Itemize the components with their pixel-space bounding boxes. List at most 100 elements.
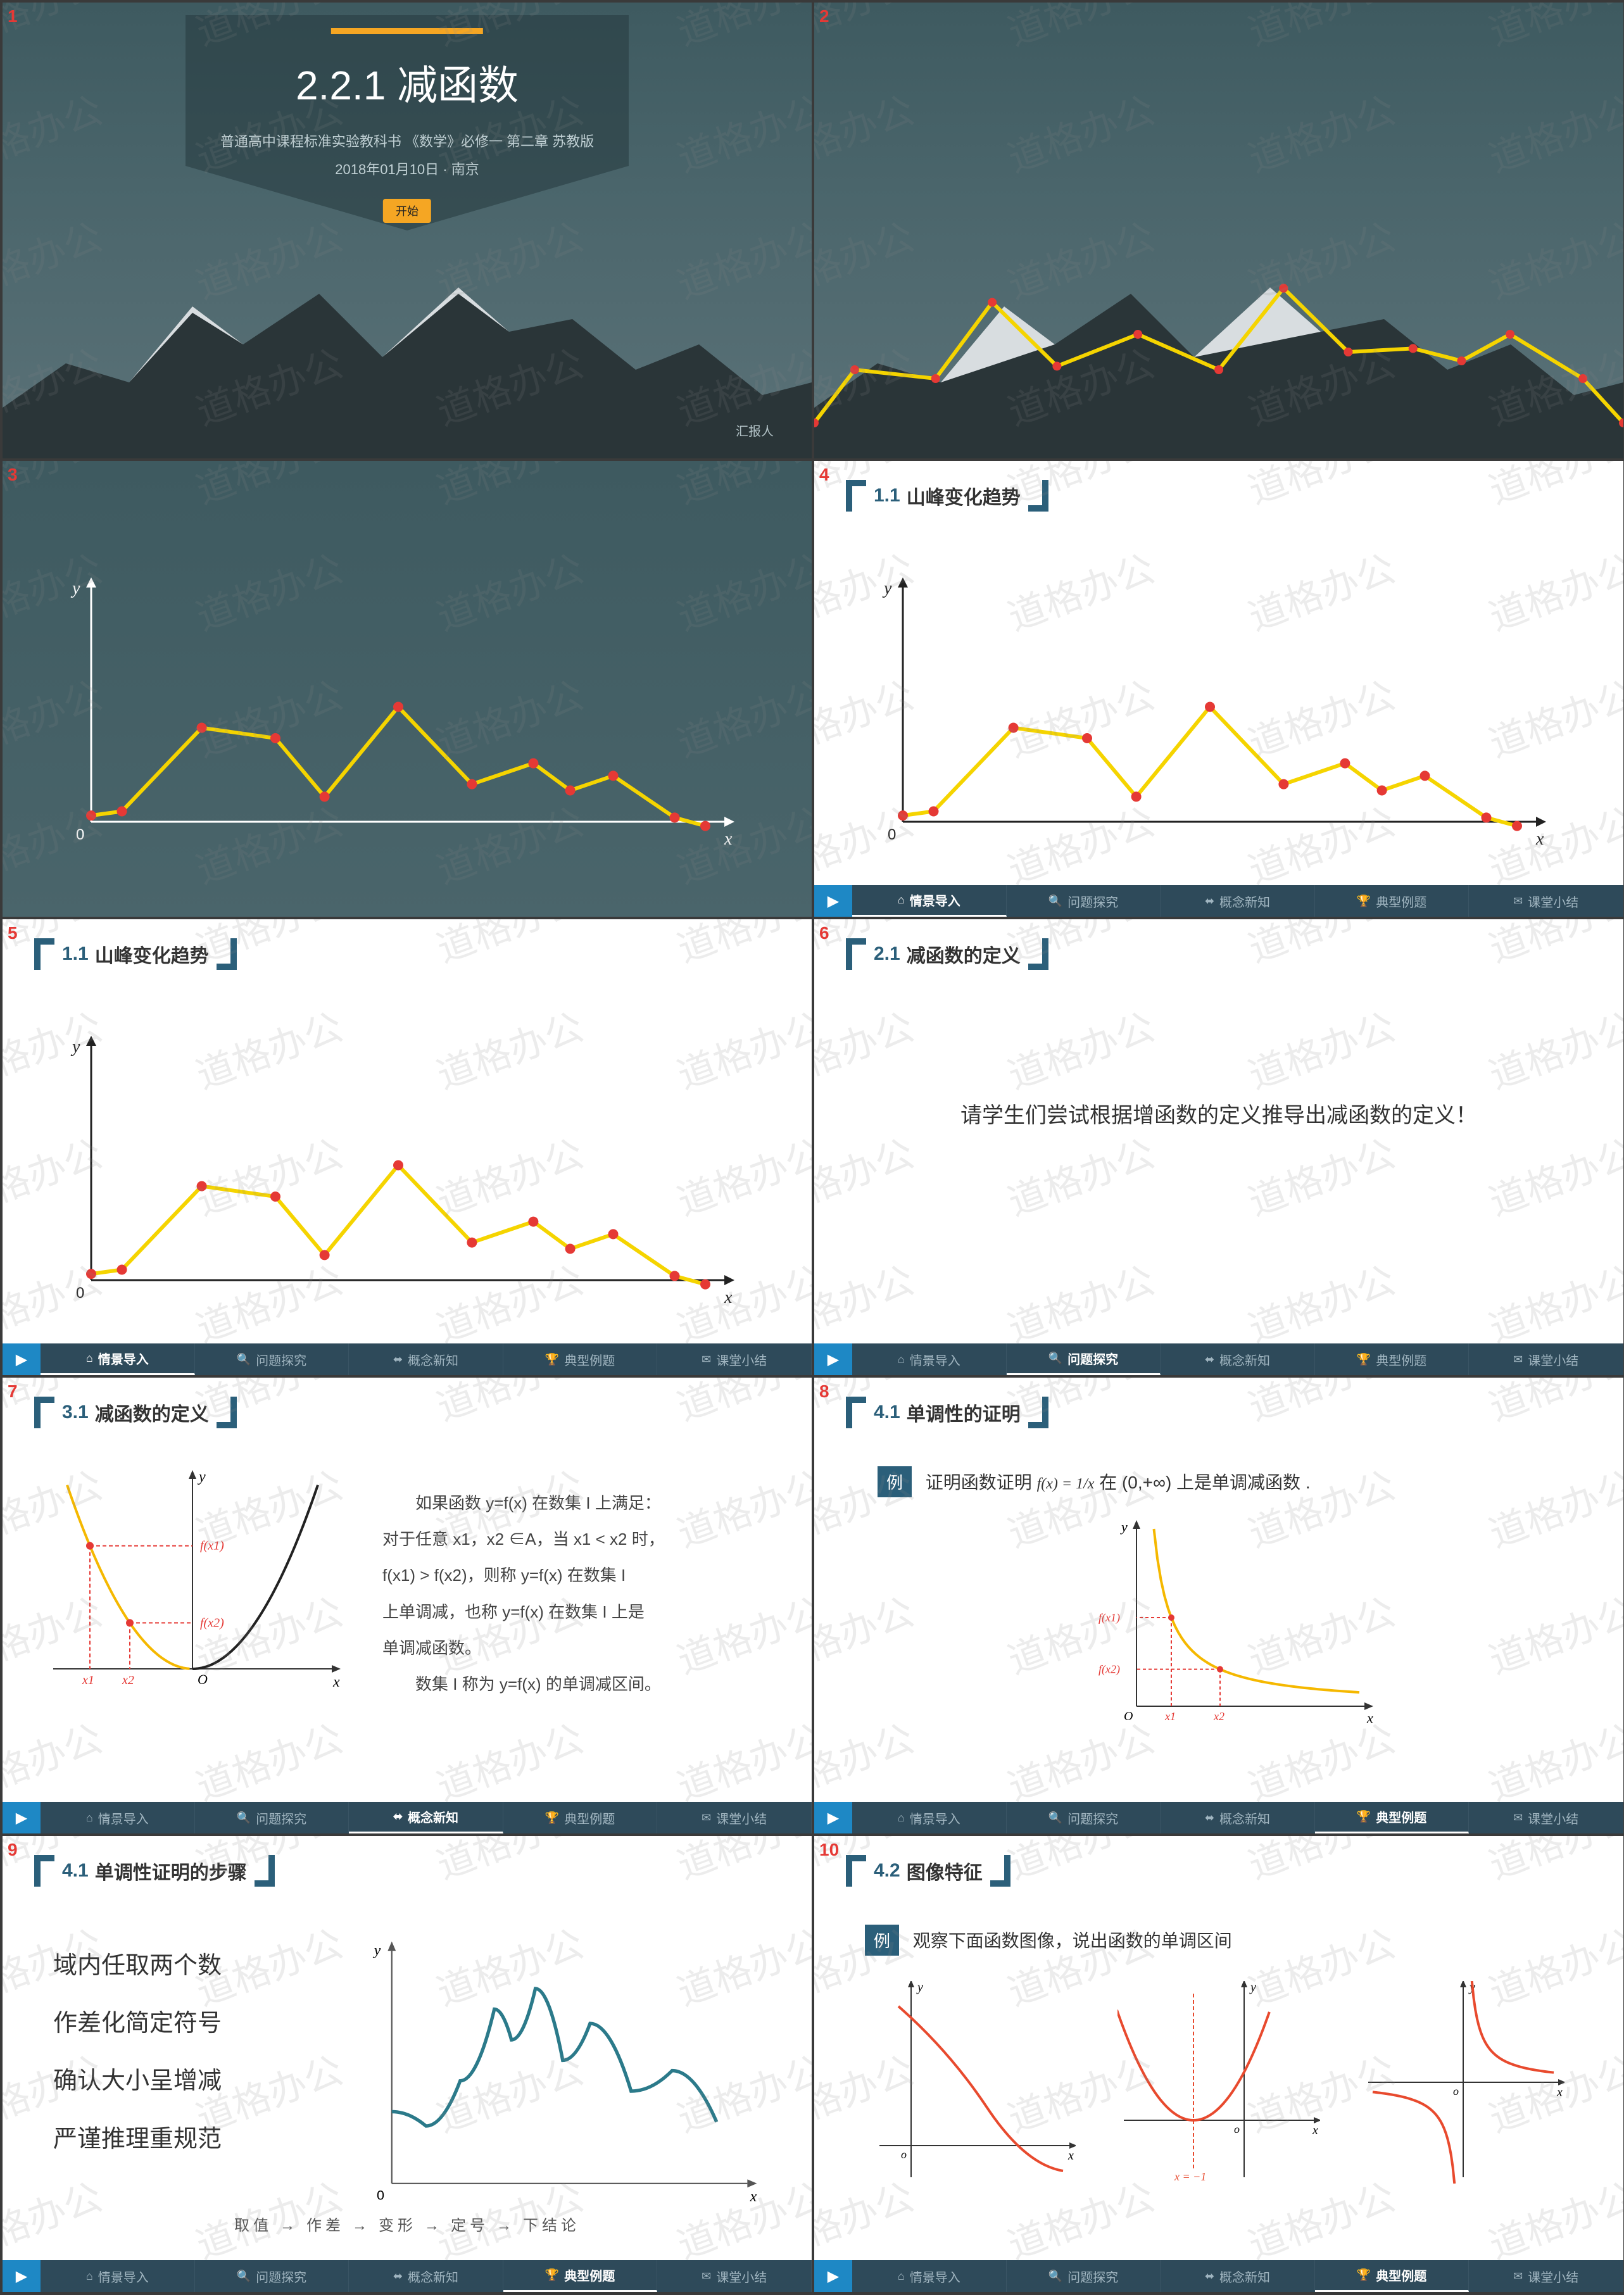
reporter-label: 汇报人 (736, 421, 774, 439)
section-title: 山峰变化趋势 (95, 940, 209, 968)
steps-poem: 域内任取两个数 作差化简定符号 确认大小呈增减 严谨推理重规范 (53, 1937, 319, 2228)
nav-item-0[interactable]: ⌂情景导入 (852, 885, 1007, 917)
nav-label: 情景导入 (98, 1809, 149, 1827)
nav-item-1[interactable]: 🔍问题探究 (1007, 885, 1161, 917)
nav-item-1[interactable]: 🔍问题探究 (1007, 1802, 1161, 1833)
nav-label: 典型例题 (1376, 2266, 1426, 2284)
nav-item-3[interactable]: 🏆典型例题 (1315, 1802, 1470, 1833)
nav-item-1[interactable]: 🔍问题探究 (195, 1802, 349, 1833)
slide-number: 9 (8, 1840, 18, 1860)
nav-item-1[interactable]: 🔍问题探究 (195, 1343, 349, 1375)
nav-item-2[interactable]: ⬌概念新知 (1161, 2260, 1315, 2292)
bracket-close-icon (217, 938, 237, 970)
nav-item-0[interactable]: ⌂情景导入 (41, 1802, 195, 1833)
nav-icon: ⌂ (898, 893, 905, 907)
nav-item-4[interactable]: ✉课堂小结 (657, 1802, 812, 1833)
reciprocal-graph: xyOf(x1)x1f(x2)x2 (1061, 1516, 1377, 1744)
bracket-close-icon (990, 1855, 1010, 1887)
nav-label: 问题探究 (1067, 1809, 1118, 1827)
section-header: 4.2 图像特征 (846, 1855, 1010, 1887)
chart-area: xy0 (878, 575, 1542, 860)
nav-item-1[interactable]: 🔍问题探究 (1007, 2260, 1161, 2292)
para-6: 数集 I 称为 y=f(x) 的单调减区间。 (382, 1666, 774, 1702)
nav-item-2[interactable]: ⬌概念新知 (349, 1343, 503, 1375)
nav-item-2[interactable]: ⬌概念新知 (1161, 1343, 1315, 1375)
svg-text:0: 0 (377, 2187, 384, 2203)
slide-number: 10 (819, 1840, 839, 1860)
nav-item-4[interactable]: ✉课堂小结 (1469, 1802, 1623, 1833)
slide-6: 6 2.1 减函数的定义 请学生们尝试根据增函数的定义推导出减函数的定义！ ▶⌂… (814, 919, 1623, 1375)
nav-item-4[interactable]: ✉课堂小结 (657, 2260, 812, 2292)
nav-item-4[interactable]: ✉课堂小结 (1469, 2260, 1623, 2292)
nav-label: 概念新知 (1219, 892, 1270, 910)
poem-line-3: 确认大小呈增减 (53, 2053, 319, 2110)
nav-item-2[interactable]: ⬌概念新知 (349, 1802, 503, 1833)
nav-icon: ⌂ (86, 2270, 93, 2283)
poem-line-4: 严谨推理重规范 (53, 2111, 319, 2168)
nav-item-0[interactable]: ⌂情景导入 (41, 2260, 195, 2292)
slide-number: 2 (819, 6, 829, 27)
nav-item-0[interactable]: ⌂情景导入 (41, 1343, 195, 1375)
nav-item-4[interactable]: ✉课堂小结 (1469, 1343, 1623, 1375)
nav-play-button[interactable]: ▶ (814, 1343, 852, 1375)
nav-label: 课堂小结 (1528, 2267, 1578, 2286)
svg-text:x: x (724, 829, 733, 849)
nav-label: 典型例题 (1376, 1808, 1426, 1826)
nav-item-3[interactable]: 🏆典型例题 (1315, 885, 1470, 917)
nav-item-3[interactable]: 🏆典型例题 (503, 1343, 658, 1375)
chart-area: xy0 (66, 1033, 731, 1318)
svg-text:x: x (1366, 1710, 1373, 1726)
nav-icon: 🔍 (1048, 2270, 1062, 2283)
nav-item-3[interactable]: 🏆典型例题 (503, 1802, 658, 1833)
slide-number: 4 (819, 465, 829, 485)
slide-5: 5 1.1 山峰变化趋势 xy0 ▶⌂情景导入🔍问题探究⬌概念新知🏆典型例题✉课… (3, 919, 812, 1375)
nav-icon: 🏆 (1357, 1353, 1371, 1366)
nav-item-3[interactable]: 🏆典型例题 (503, 2260, 658, 2292)
svg-text:x: x (1535, 829, 1544, 849)
prompt-text: 观察下面函数图像，说出函数的单调区间 (913, 1931, 1232, 1951)
nav-item-2[interactable]: ⬌概念新知 (1161, 885, 1315, 917)
nav-item-4[interactable]: ✉课堂小结 (657, 1343, 812, 1375)
start-button[interactable]: 开始 (383, 199, 431, 223)
nav-item-0[interactable]: ⌂情景导入 (852, 1343, 1007, 1375)
section-header: 3.1 减函数的定义 (34, 1397, 237, 1428)
nav-item-0[interactable]: ⌂情景导入 (852, 2260, 1007, 2292)
section-header: 1.1 山峰变化趋势 (34, 938, 237, 970)
nav-label: 问题探究 (1067, 1349, 1118, 1368)
nav-item-2[interactable]: ⬌概念新知 (1161, 1802, 1315, 1833)
nav-item-1[interactable]: 🔍问题探究 (195, 2260, 349, 2292)
para-3: f(x1) > f(x2)，则称 y=f(x) 在数集 I (382, 1557, 774, 1594)
nav-play-button[interactable]: ▶ (814, 1802, 852, 1833)
nav-play-button[interactable]: ▶ (3, 2260, 41, 2292)
section-title: 山峰变化趋势 (907, 482, 1021, 510)
slide-7: 7 3.1 减函数的定义 xyOf(x1)f(x2)x1x2 如果函数 y=f(… (3, 1378, 812, 1833)
svg-text:y: y (373, 1942, 381, 1959)
steps-caption: 取值 → 作差 → 变形 → 定号 → 下结论 (234, 2213, 580, 2235)
slide-number: 1 (8, 6, 18, 27)
nav-label: 情景导入 (910, 1809, 960, 1827)
example-badge: 例 (878, 1466, 912, 1497)
nav-item-4[interactable]: ✉课堂小结 (1469, 885, 1623, 917)
nav-item-3[interactable]: 🏆典型例题 (1315, 2260, 1470, 2292)
nav-icon: 🏆 (1357, 895, 1371, 908)
bracket-open-icon (34, 938, 54, 970)
subtitle-2: 2018年01月10日 · 南京 (220, 158, 594, 179)
accent-bar (331, 28, 483, 34)
nav-item-3[interactable]: 🏆典型例题 (1315, 1343, 1470, 1375)
svg-text:o: o (1234, 2123, 1240, 2135)
nav-play-button[interactable]: ▶ (814, 2260, 852, 2292)
svg-text:x: x (332, 1674, 340, 1690)
nav-item-2[interactable]: ⬌概念新知 (349, 2260, 503, 2292)
nav-play-button[interactable]: ▶ (3, 1802, 41, 1833)
section-header: 4.1 单调性证明的步骤 (34, 1855, 275, 1887)
nav-icon: ⌂ (898, 2270, 905, 2283)
nav-icon: ⌂ (898, 1353, 905, 1366)
nav-bar: ▶⌂情景导入🔍问题探究⬌概念新知🏆典型例题✉课堂小结 (3, 1343, 812, 1375)
nav-play-button[interactable]: ▶ (814, 885, 852, 917)
nav-play-button[interactable]: ▶ (3, 1343, 41, 1375)
nav-icon: 🏆 (545, 1353, 559, 1366)
prompt-a: 证明函数证明 (926, 1473, 1037, 1492)
nav-item-0[interactable]: ⌂情景导入 (852, 1802, 1007, 1833)
nav-item-1[interactable]: 🔍问题探究 (1007, 1343, 1161, 1375)
svg-text:y: y (70, 1037, 80, 1057)
